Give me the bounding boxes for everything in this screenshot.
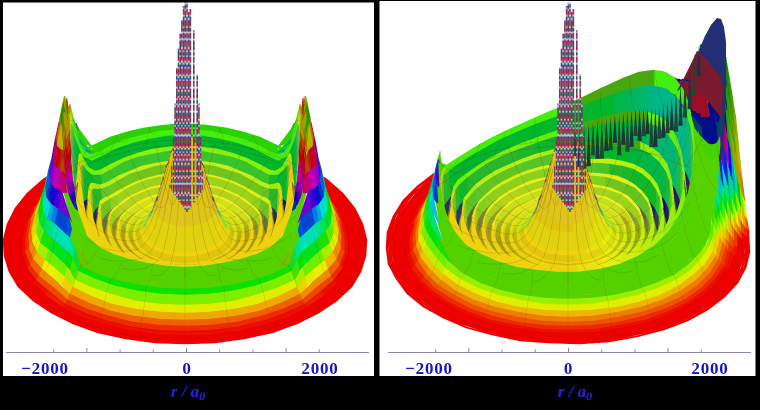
svg-text:2000: 2000 — [301, 359, 338, 378]
svg-text:0: 0 — [564, 359, 573, 378]
svg-text:−2000: −2000 — [405, 359, 453, 378]
svg-text:2000: 2000 — [691, 359, 728, 378]
svg-text:0: 0 — [182, 359, 191, 378]
svg-text:−2000: −2000 — [21, 359, 69, 378]
